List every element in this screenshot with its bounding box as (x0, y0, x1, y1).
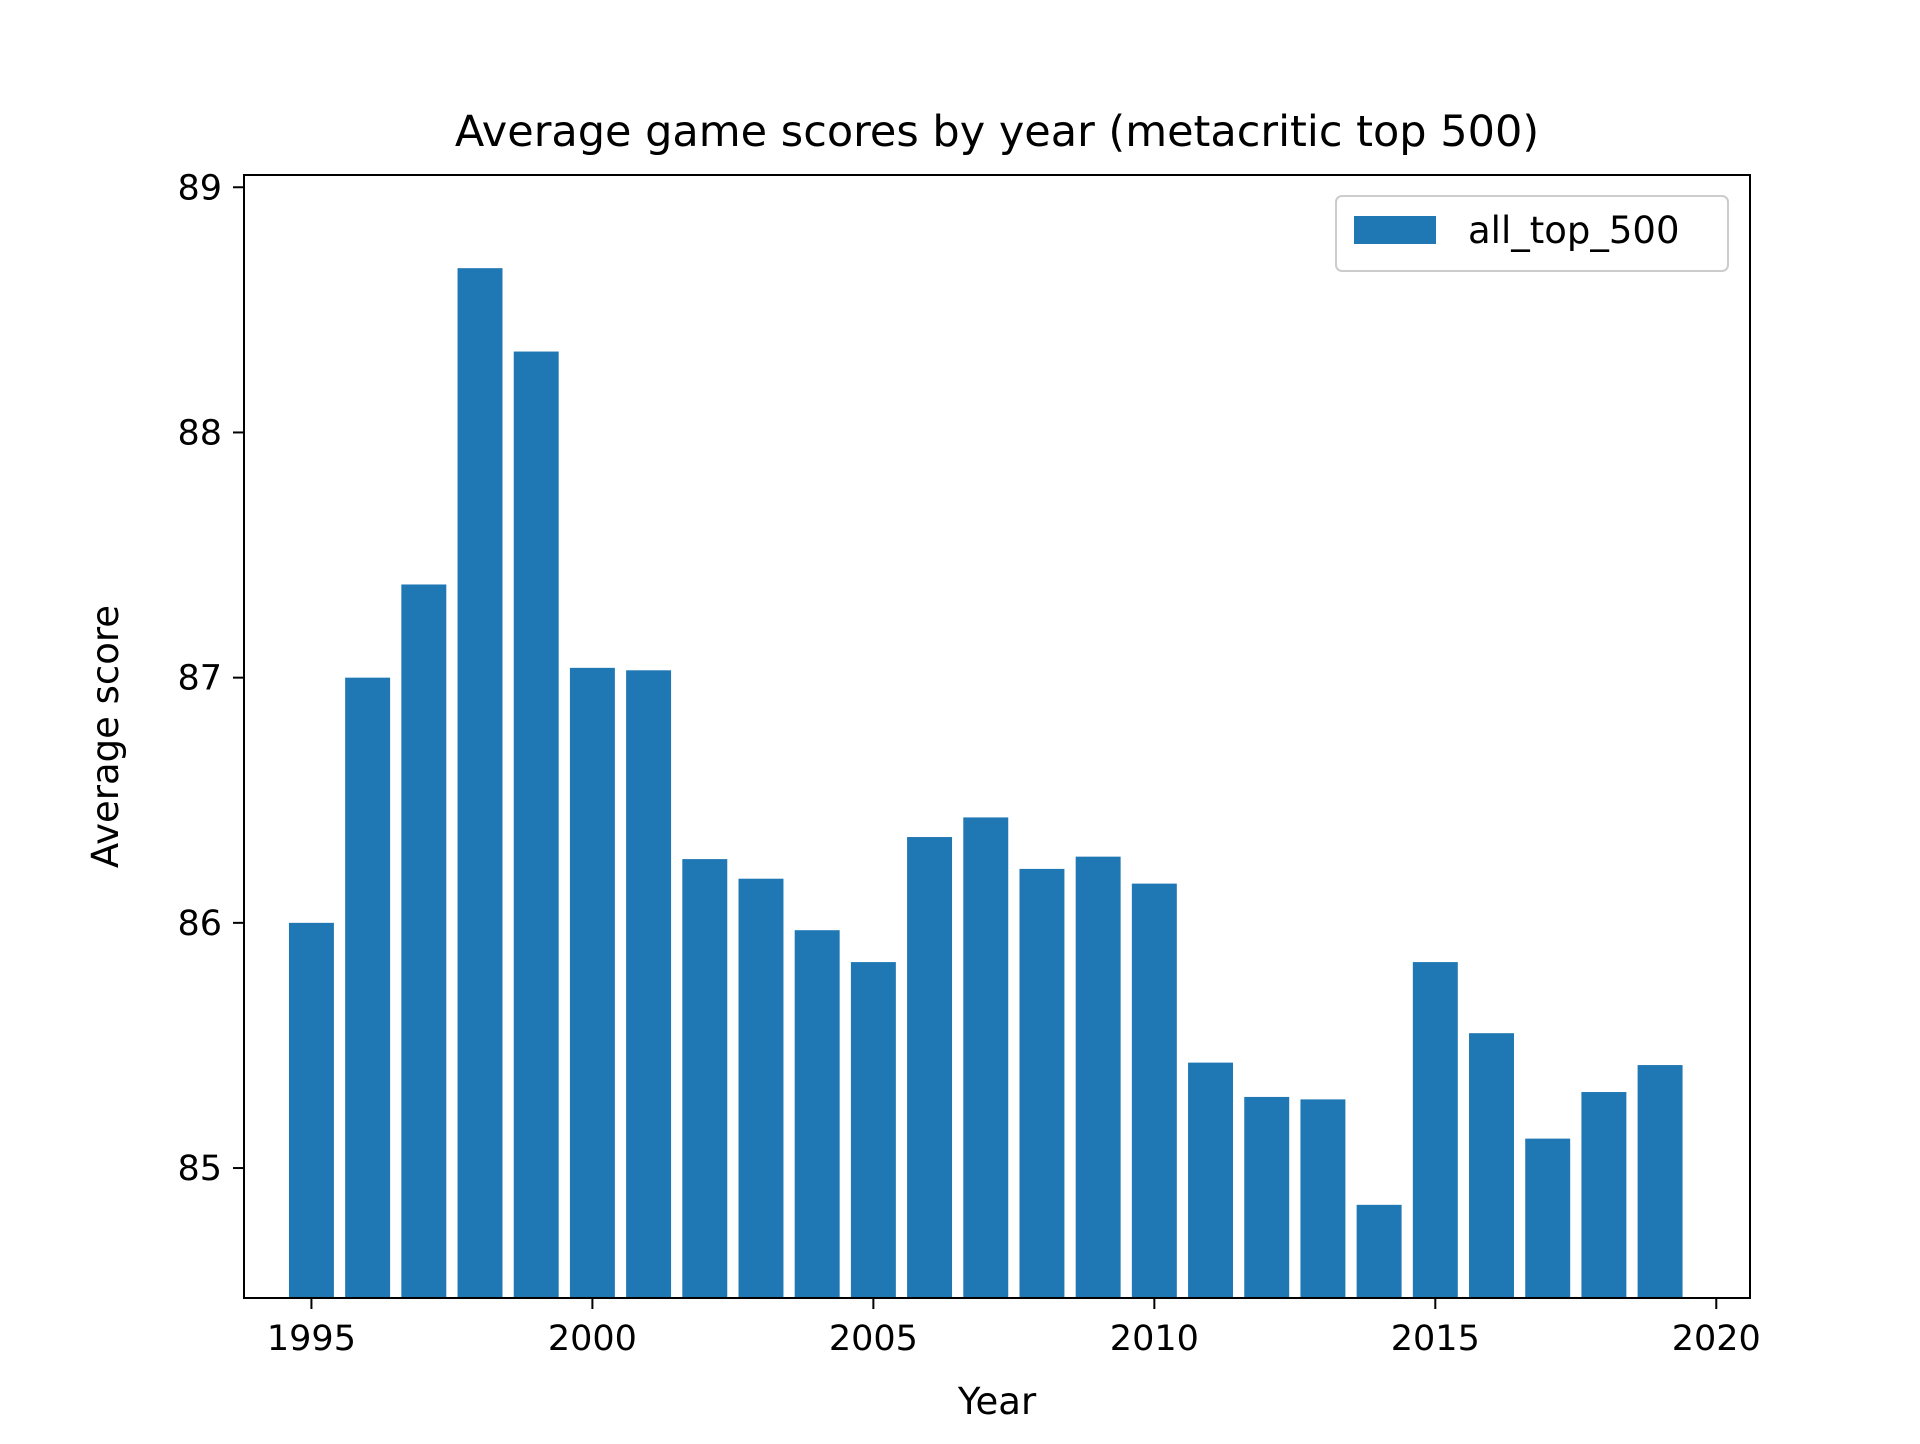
bar-1995 (288, 922, 334, 1298)
bar-2018 (1581, 1092, 1627, 1298)
x-axis-label: Year (957, 1380, 1037, 1423)
y-tick-label: 86 (177, 904, 222, 944)
x-tick-label: 2000 (548, 1319, 637, 1359)
y-tick-label: 88 (177, 413, 222, 453)
y-axis-ticks: 85 86 87 88 89 (177, 168, 244, 1189)
bar-2008 (1019, 868, 1065, 1298)
x-tick-label: 2005 (829, 1319, 918, 1359)
bar-2002 (682, 859, 728, 1298)
bar-2011 (1188, 1062, 1234, 1298)
y-axis-label: Average score (84, 605, 127, 868)
chart-title: Average game scores by year (metacritic … (455, 107, 1539, 157)
legend-box (1335, 195, 1729, 272)
bar-2012 (1244, 1096, 1290, 1298)
bar-2017 (1525, 1138, 1571, 1298)
bar-2000 (569, 667, 615, 1298)
bar-2013 (1300, 1099, 1346, 1298)
legend-label: all_top_500 (1468, 209, 1680, 252)
x-tick-label: 2020 (1672, 1319, 1761, 1359)
bars (288, 268, 1683, 1298)
y-tick-label: 89 (177, 168, 222, 208)
bar-2004 (794, 930, 840, 1298)
legend-swatch (1354, 216, 1436, 244)
x-tick-label: 2010 (1110, 1319, 1199, 1359)
x-tick-label: 1995 (267, 1319, 356, 1359)
bar-2014 (1356, 1204, 1402, 1298)
bar-1999 (513, 351, 559, 1298)
y-tick-label: 87 (177, 659, 222, 699)
bar-2001 (626, 670, 672, 1298)
bar-2010 (1131, 883, 1177, 1298)
legend: all_top_500 (1335, 195, 1729, 272)
x-tick-label: 2015 (1391, 1319, 1480, 1359)
plot-frame (243, 174, 1751, 1299)
bar-2007 (963, 817, 1009, 1298)
y-tick-label: 85 (177, 1149, 222, 1189)
bar-2006 (907, 837, 953, 1298)
bar-2016 (1469, 1033, 1514, 1298)
x-axis-ticks: 1995 2000 2005 2010 2015 2020 (267, 1298, 1761, 1359)
bar-1996 (345, 677, 391, 1298)
bar-2019 (1637, 1065, 1683, 1298)
bar-1997 (401, 584, 447, 1298)
bar-2003 (738, 878, 784, 1298)
bar-2015 (1412, 962, 1458, 1298)
bar-1998 (457, 268, 503, 1298)
bar-2005 (850, 962, 896, 1298)
bar-2009 (1075, 856, 1121, 1298)
